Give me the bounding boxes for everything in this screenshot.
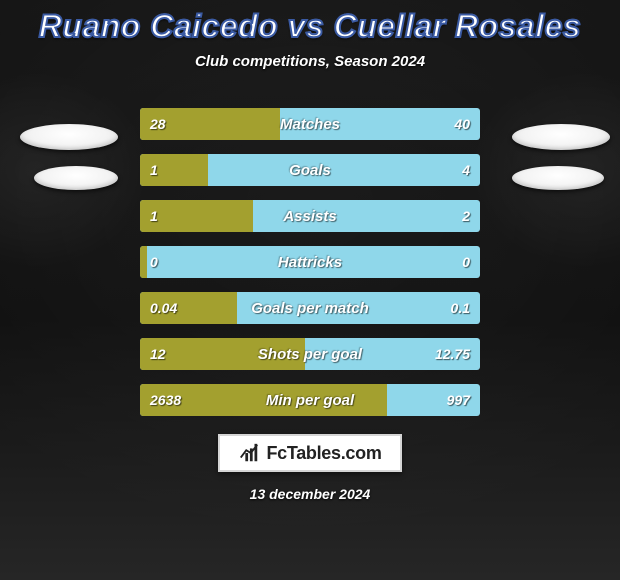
stat-bar-left — [140, 384, 387, 416]
stat-row: 12Shots per goal12.75 — [140, 338, 480, 370]
avatar-placeholder — [20, 124, 118, 150]
stat-row: 0Hattricks0 — [140, 246, 480, 278]
stat-row: 28Matches40 — [140, 108, 480, 140]
stat-bar-left — [140, 200, 253, 232]
logo-text: FcTables.com — [266, 443, 381, 464]
stat-bar-left — [140, 154, 208, 186]
avatar-placeholder — [34, 166, 118, 190]
stat-row: 2638Min per goal997 — [140, 384, 480, 416]
fctables-logo-icon — [238, 442, 260, 464]
stats-bar-chart: 28Matches40 1Goals4 1Assists2 0Hattricks0 0.… — [140, 108, 480, 416]
page-title: Ruano Caicedo vs Cuellar Rosales — [39, 8, 581, 45]
avatar-placeholder — [512, 124, 610, 150]
avatar-group-right — [512, 124, 610, 190]
stat-bar-left — [140, 246, 147, 278]
stat-bar-left — [140, 338, 305, 370]
avatar-placeholder — [512, 166, 604, 190]
date-text: 13 december 2024 — [250, 486, 371, 502]
infographic-wrap: Ruano Caicedo vs Cuellar Rosales Club co… — [0, 0, 620, 580]
logo-box: FcTables.com — [218, 434, 401, 472]
stat-bar-left — [140, 292, 237, 324]
avatar-group-left — [10, 124, 118, 190]
stat-row: 1Goals4 — [140, 154, 480, 186]
stat-bar-right — [140, 246, 480, 278]
stat-row: 0.04Goals per match0.1 — [140, 292, 480, 324]
page-subtitle: Club competitions, Season 2024 — [195, 53, 425, 70]
stat-bar-left — [140, 108, 280, 140]
stat-row: 1Assists2 — [140, 200, 480, 232]
